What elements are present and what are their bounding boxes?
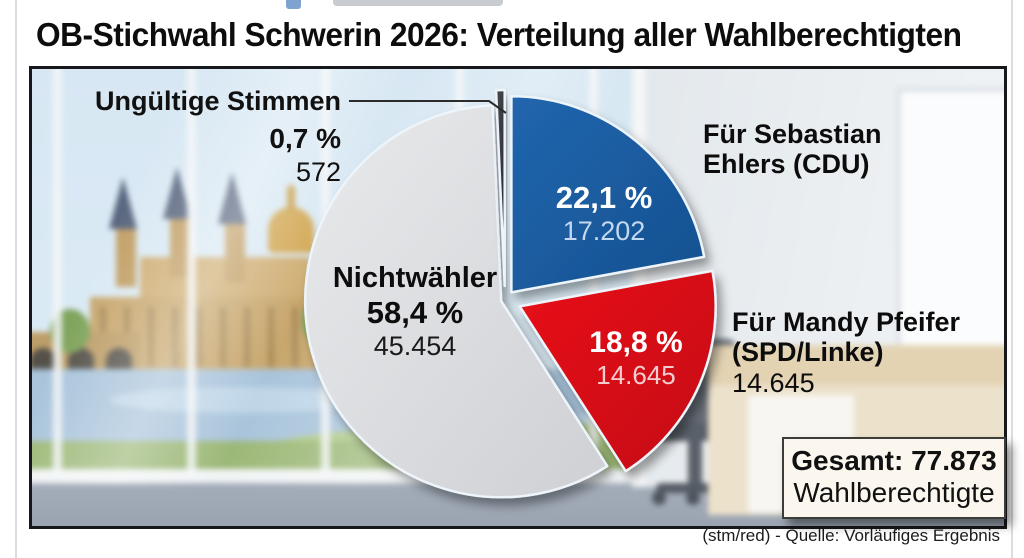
label-candidate-ehlers: Für Sebastian Ehlers (CDU) (703, 119, 882, 179)
label-candidate-pfeifer: Für Mandy Pfeifer (SPD/Linke) 14.645 (732, 307, 961, 398)
source-credit: (stm/red) - Quelle: Vorläufiges Ergebnis (702, 526, 1000, 545)
window-mullion (187, 69, 196, 477)
castle-spire (218, 172, 246, 224)
bridge-arch (106, 348, 132, 370)
slice-label-nonvoters: Nichtwähler 58,4 % 45.454 (332, 262, 498, 361)
office-chair-post (688, 439, 702, 485)
desk-surface (708, 345, 1004, 385)
castle-tower (225, 222, 245, 282)
office-chair-base (656, 483, 740, 493)
castle-tower (116, 227, 136, 287)
bridge-arch (32, 348, 56, 370)
castle-windows (100, 307, 340, 367)
cropped-header-bar (333, 0, 503, 6)
slice-label-pfeifer-count: 14.645 (596, 360, 676, 390)
slice-label-ehlers-count: 17.202 (562, 216, 646, 246)
slice-label-ehlers-percent: 22,1 % 17.202 (555, 180, 653, 246)
total-sub: Wahlberechtigte (793, 477, 995, 508)
bridge-arch (68, 348, 94, 370)
castle-spire (109, 177, 137, 229)
total-box: Gesamt: 77.873 Wahlberechtigte (782, 437, 1006, 519)
chart-title: OB-Stichwahl Schwerin 2026: Verteilung a… (36, 16, 962, 53)
card-edge-left (15, 0, 17, 558)
card-edge-right (1011, 0, 1013, 558)
whiteboard (896, 87, 1004, 362)
slice-label-pfeifer-percent: 18,8 % 14.645 (589, 326, 683, 390)
total-main: Gesamt: 77.873 (791, 445, 997, 476)
castle-dome-tip (287, 185, 295, 211)
castle-spire (163, 167, 191, 219)
label-invalid-votes: Ungültige Stimmen 0,7 % 572 (94, 86, 341, 187)
cropped-logo-fragment (286, 0, 301, 9)
chair-caster (652, 491, 666, 505)
label-pfeifer-count: 14.645 (732, 368, 815, 398)
window-mullion (53, 69, 62, 477)
chair-caster (686, 491, 700, 505)
castle-tower (170, 217, 190, 277)
